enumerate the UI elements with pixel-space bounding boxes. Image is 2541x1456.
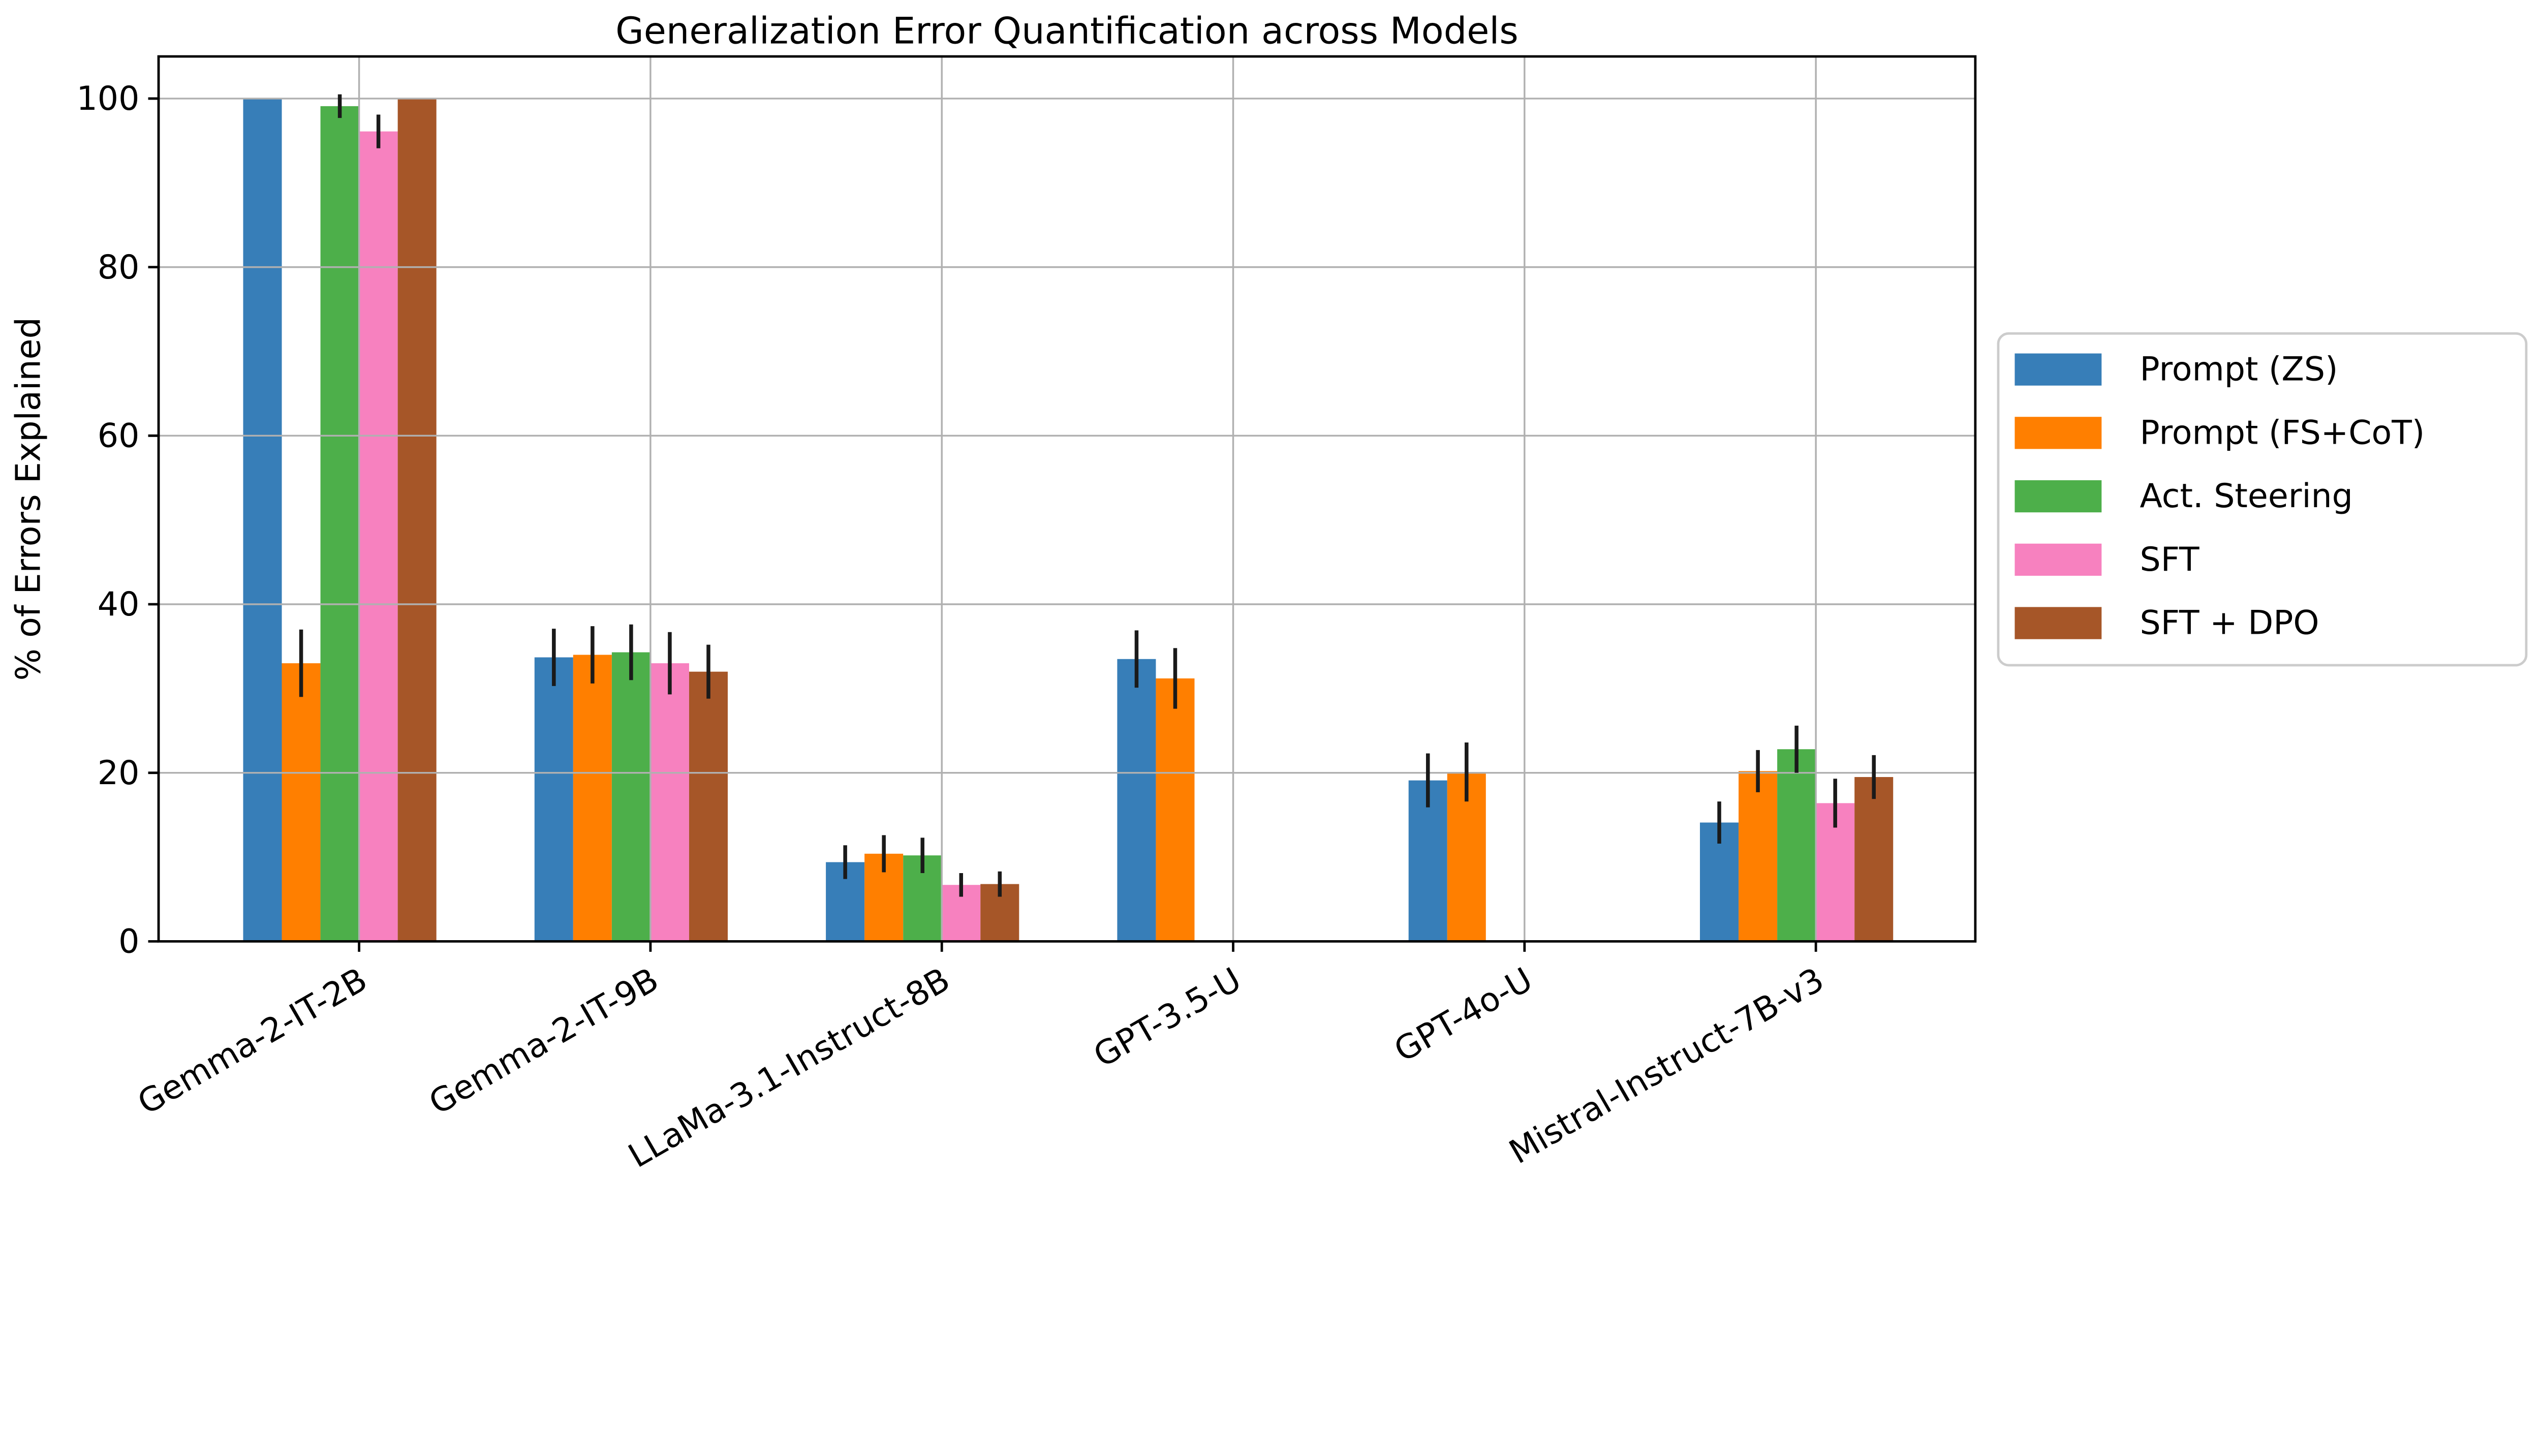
bar-prompt-fs-cot--cat0 [282, 663, 321, 942]
legend-swatch-4 [2015, 607, 2102, 639]
chart-title: Generalization Error Quantification acro… [615, 9, 1519, 52]
axes-spines [157, 55, 1977, 943]
bars-layer [243, 98, 1894, 942]
bar-sft-cat1 [650, 663, 689, 942]
bar-act-steering-cat0 [320, 106, 359, 942]
y-tick-label-20: 20 [98, 754, 140, 792]
legend-swatch-3 [2015, 543, 2102, 576]
bar-sft-dpo-cat0 [397, 98, 437, 942]
legend-swatch-1 [2015, 417, 2102, 449]
y-tick-label-60: 60 [98, 417, 140, 455]
grid-layer [159, 56, 1975, 942]
bar-sft-dpo-cat1 [689, 671, 728, 942]
error-bars-layer [299, 94, 1876, 897]
bar-prompt-zs--cat0 [243, 98, 282, 942]
y-tick-label-40: 40 [98, 585, 140, 624]
y-axis-label: % of Errors Explained [9, 317, 48, 680]
legend-label-4: SFT + DPO [2140, 604, 2319, 642]
legend-label-2: Act. Steering [2140, 477, 2353, 515]
bar-prompt-zs--cat1 [534, 657, 573, 942]
legend-swatch-0 [2015, 353, 2102, 386]
legend-label-3: SFT [2140, 541, 2199, 579]
bar-act-steering-cat1 [611, 652, 650, 942]
legend-swatch-2 [2015, 480, 2102, 513]
bar-prompt-fs-cot--cat1 [573, 655, 612, 942]
legend-label-0: Prompt (ZS) [2140, 351, 2338, 389]
y-tick-label-0: 0 [118, 923, 139, 961]
y-tick-label-80: 80 [98, 249, 140, 287]
legend: Prompt (ZS) Prompt (FS+CoT) Act. Steering S… [1997, 332, 2528, 667]
bar-sft-dpo-cat5 [1854, 777, 1894, 942]
legend-box [1997, 332, 2528, 667]
bar-act-steering-cat5 [1777, 749, 1816, 942]
legend-label-1: Prompt (FS+CoT) [2140, 414, 2425, 452]
axes-layer [148, 55, 1977, 952]
bar-prompt-zs--cat3 [1117, 659, 1156, 942]
y-tick-label-100: 100 [77, 80, 140, 118]
bar-chart-figure: 0 20 40 60 80 100 Gemma-2-IT-2B Gemma-2-IT-9B LL… [8, 9, 2528, 1175]
bar-prompt-fs-cot--cat5 [1739, 771, 1778, 942]
bar-prompt-fs-cot--cat3 [1156, 678, 1195, 942]
bar-sft-cat0 [359, 131, 398, 942]
